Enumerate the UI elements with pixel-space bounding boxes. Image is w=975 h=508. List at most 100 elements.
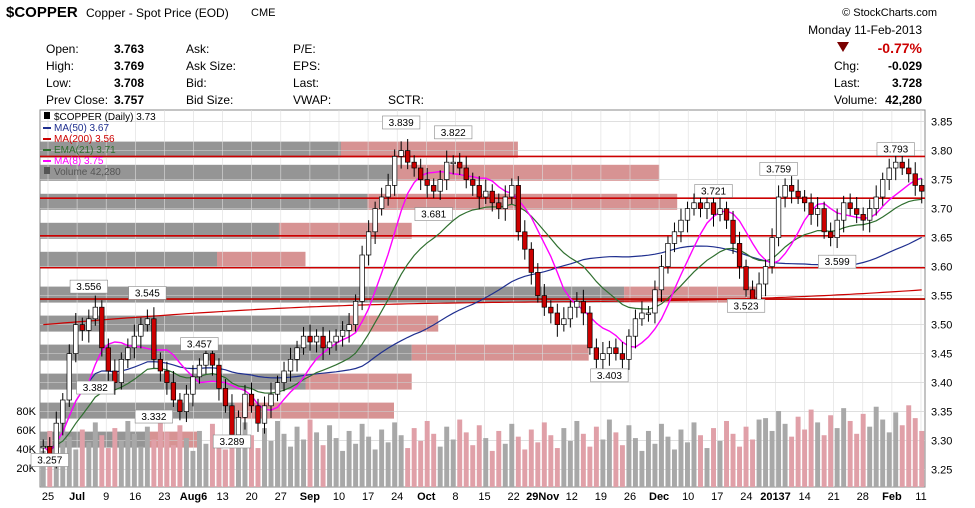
annotation-label: 3.332 — [141, 412, 166, 423]
candle-body — [710, 202, 717, 215]
last-price-value: 3.728 — [891, 76, 922, 90]
volume-bar — [776, 411, 782, 487]
volume-bar — [249, 435, 254, 487]
annotation-box — [69, 279, 108, 294]
volume-bar — [541, 422, 547, 487]
price-annotation: 3.457 — [180, 337, 219, 351]
candle-body — [424, 179, 430, 186]
candle-body — [626, 335, 632, 360]
candle-body — [587, 312, 593, 349]
candle-body — [118, 359, 124, 383]
volume-bar — [613, 432, 619, 487]
candle-body — [463, 167, 469, 180]
candle-body — [177, 399, 183, 412]
volume-bar — [717, 440, 723, 487]
volume-bar — [470, 445, 476, 487]
price-annotation: 3.721 — [694, 184, 733, 198]
volume-bar — [600, 439, 606, 487]
volume-bar — [105, 448, 111, 487]
candle-body — [405, 150, 411, 163]
candle-body — [294, 347, 300, 360]
volume-bar — [567, 440, 573, 487]
volume-bar — [112, 428, 118, 487]
candle-body — [190, 376, 196, 395]
annotation-label: 3.793 — [883, 145, 908, 156]
volume-bar — [587, 446, 593, 487]
annotation-label: 3.556 — [76, 282, 101, 293]
volume-label: Volume: — [834, 93, 878, 107]
candle-body — [339, 330, 346, 337]
volume-by-price-bar — [40, 193, 368, 210]
volume-bar — [483, 438, 489, 487]
candle-body — [502, 196, 508, 209]
candle-body — [736, 243, 743, 267]
volume-bar — [398, 435, 404, 487]
x-tick-label: 19 — [595, 491, 607, 503]
price-annotation: 3.545 — [128, 286, 167, 300]
candle-body — [53, 422, 59, 459]
volume-bar — [209, 423, 215, 487]
candle-body — [131, 335, 137, 349]
candle-body — [40, 446, 46, 449]
volume-bar — [886, 432, 892, 487]
candle-body — [717, 208, 723, 215]
volume-bar — [711, 428, 716, 487]
eps-label: EPS: — [293, 59, 321, 73]
volume-bar — [92, 422, 98, 487]
volume-bar — [789, 436, 795, 487]
candle-body — [320, 335, 326, 349]
annotation-box — [212, 434, 252, 449]
volume-bar — [704, 448, 710, 487]
x-tick-label: 10 — [682, 491, 694, 503]
annotation-label: 3.822 — [441, 128, 466, 139]
volume-bar — [678, 429, 684, 487]
annotation-box — [76, 380, 115, 395]
candle-body — [847, 202, 853, 209]
volume-bar — [411, 428, 417, 487]
candle-body — [509, 185, 515, 198]
candle-body — [743, 266, 749, 291]
candle-body — [665, 243, 671, 267]
price-tick-label: 3.45 — [931, 349, 952, 361]
price-annotation: 3.599 — [818, 254, 857, 269]
candle-body — [899, 161, 905, 169]
candle-body — [209, 353, 216, 366]
volume-bar — [593, 426, 599, 487]
annotation-box — [694, 184, 733, 198]
x-tick-label: Jul — [69, 491, 85, 503]
legend-entry: $COPPER (Daily) 3.73 — [54, 112, 156, 123]
candle-body — [164, 370, 170, 383]
x-tick-label: Dec — [649, 491, 669, 503]
volume-bar — [515, 436, 521, 487]
candle-body — [678, 219, 684, 233]
candle-body — [645, 312, 652, 315]
candle-body — [138, 324, 144, 337]
volume-bar — [79, 429, 85, 487]
volume-bar — [262, 428, 267, 487]
price-annotation: 3.523 — [726, 298, 766, 313]
volume-bar — [724, 420, 729, 487]
volume-bar — [639, 450, 645, 487]
x-tick-label: 23 — [158, 491, 170, 503]
x-tick-label: 24 — [740, 491, 752, 503]
volume-bar — [880, 419, 886, 487]
volume-bar — [418, 440, 424, 487]
candle-body — [762, 266, 769, 285]
open-value: 3.763 — [114, 42, 145, 56]
volume-bar — [431, 433, 437, 487]
candle-body — [333, 335, 339, 343]
annotation-label: 3.457 — [187, 340, 212, 351]
volume-bar — [203, 443, 209, 487]
price-tick-label: 3.70 — [931, 204, 952, 216]
price-annotation: 3.759 — [759, 162, 798, 176]
x-tick-label: 17 — [711, 491, 723, 503]
candle-body — [73, 324, 79, 354]
volume-bar — [424, 420, 430, 487]
volume-bar — [665, 436, 671, 487]
volume-bar — [919, 430, 925, 487]
candle-body — [860, 214, 866, 221]
annotation-box — [818, 254, 857, 269]
volume-bar — [522, 449, 528, 487]
candle-body — [470, 179, 476, 186]
